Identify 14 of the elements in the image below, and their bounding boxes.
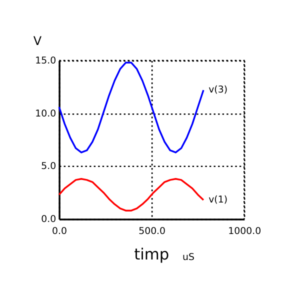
x-tick-label: 0.0 — [52, 226, 68, 238]
y-axis-title: V — [33, 34, 42, 48]
series-label: v(1) — [208, 194, 228, 206]
y-tick-label: 10.0 — [35, 108, 56, 120]
series-label: v(3) — [208, 84, 228, 96]
x-tick-label: 1000.0 — [228, 226, 262, 238]
text: uS — [182, 252, 194, 264]
x-tick-label: 500.0 — [138, 226, 166, 238]
y-tick-label: 5.0 — [41, 161, 56, 172]
x-axis-title: timp — [134, 245, 170, 264]
y-tick-label: 15.0 — [35, 56, 56, 67]
line-series — [58, 62, 204, 154]
y-tick-label: 0.0 — [41, 214, 56, 226]
line-series — [58, 178, 204, 212]
